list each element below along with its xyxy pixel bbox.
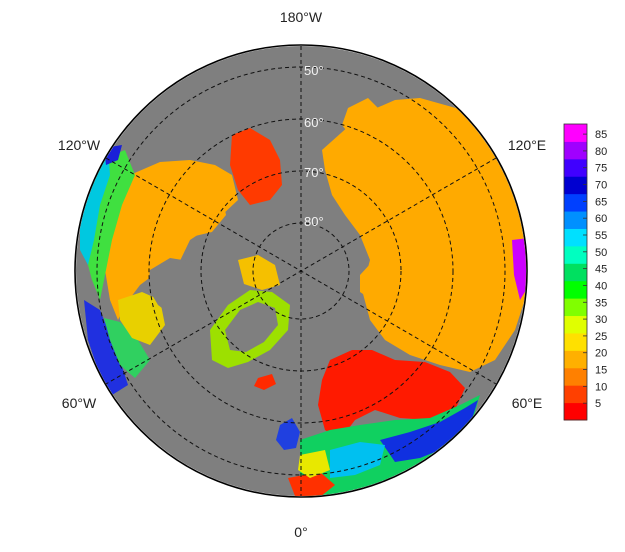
colorbar-tick-label: 65 bbox=[595, 196, 607, 208]
meridian-120e-60w bbox=[105, 157, 497, 385]
land-far-east-edge bbox=[512, 238, 526, 300]
colorbar-tick-label: 55 bbox=[595, 230, 607, 242]
lon-label-lower-right: 60°E bbox=[512, 395, 543, 411]
lat-label-80: 80° bbox=[304, 214, 324, 229]
land-greenland-north bbox=[238, 255, 280, 290]
colorbar-tick-label: 45 bbox=[595, 264, 607, 276]
lat-label-70: 70° bbox=[304, 165, 324, 180]
land-greenland-ice bbox=[225, 302, 278, 352]
colorbar-tick-label: 80 bbox=[595, 146, 607, 158]
colorbar-segment bbox=[564, 298, 587, 317]
land-arctic-islands bbox=[182, 188, 226, 236]
colorbar-tick-label: 5 bbox=[595, 398, 601, 410]
colorbar-segments bbox=[564, 124, 587, 421]
colorbar-segment bbox=[564, 141, 587, 160]
colorbar-frame bbox=[563, 123, 588, 421]
lon-label-bottom: 0° bbox=[294, 524, 307, 540]
colorbar-tick-label: 30 bbox=[595, 314, 607, 326]
colorbar-tick-label: 35 bbox=[595, 297, 607, 309]
lon-label-upper-right: 120°E bbox=[508, 137, 546, 153]
land-na-south-blue bbox=[84, 300, 128, 395]
colorbar-tick-label: 15 bbox=[595, 365, 607, 377]
colorbar-segment bbox=[564, 332, 587, 351]
lat-label-50: 50° bbox=[304, 63, 324, 78]
colorbar-tick-label: 25 bbox=[595, 331, 607, 343]
lon-label-lower-left: 60°W bbox=[62, 395, 97, 411]
map-globe bbox=[76, 46, 526, 496]
land-iberia-france bbox=[288, 472, 335, 496]
colorbar: 85 80 75 70 65 60 55 50 45 40 35 30 25 20 15 10 5 bbox=[563, 123, 607, 421]
colorbar-segment bbox=[564, 280, 587, 299]
colorbar-tick-label: 20 bbox=[595, 348, 607, 360]
lon-label-top: 180°W bbox=[280, 9, 323, 25]
land-europe-yellow bbox=[298, 450, 330, 478]
globe-outline bbox=[74, 44, 528, 498]
colorbar-tick-label: 60 bbox=[595, 213, 607, 225]
colorbar-tick-label: 40 bbox=[595, 280, 607, 292]
colorbar-tick-label: 10 bbox=[595, 381, 607, 393]
colorbar-segment bbox=[564, 176, 587, 195]
land-uk bbox=[276, 418, 300, 450]
colorbar-segment bbox=[564, 315, 587, 334]
land-alaska-east bbox=[230, 128, 282, 205]
colorbar-tick-label: 70 bbox=[595, 180, 607, 192]
lat-label-60: 60° bbox=[304, 115, 324, 130]
land-chukotka bbox=[342, 98, 380, 138]
colorbar-segment bbox=[564, 228, 587, 247]
colorbar-segment bbox=[564, 350, 587, 369]
water-hudson-bay bbox=[148, 258, 205, 318]
colorbar-segment bbox=[564, 124, 587, 142]
colorbar-tick-label: 75 bbox=[595, 163, 607, 175]
lon-label-upper-left: 120°W bbox=[58, 137, 101, 153]
colorbar-segment bbox=[564, 211, 587, 229]
colorbar-tick-label: 85 bbox=[595, 129, 607, 141]
colorbar-segment bbox=[564, 385, 587, 404]
colorbar-segment bbox=[564, 402, 587, 421]
land-iceland bbox=[254, 374, 276, 390]
colorbar-tick-label: 50 bbox=[595, 247, 607, 259]
land-novaya-zemlya bbox=[360, 262, 382, 300]
land-scandinavia-russia bbox=[318, 350, 465, 440]
land-na-south-green bbox=[104, 318, 150, 378]
colorbar-segment bbox=[564, 193, 587, 212]
colorbar-ticks: 85 80 75 70 65 60 55 50 45 40 35 30 25 20 15 10 5 bbox=[583, 129, 607, 410]
colorbar-segment bbox=[564, 245, 587, 264]
graticule bbox=[96, 46, 506, 496]
land-europe-south-cyan bbox=[330, 442, 385, 478]
colorbar-segment bbox=[564, 367, 587, 386]
colorbar-segment bbox=[564, 263, 587, 282]
colorbar-segment bbox=[564, 158, 587, 177]
land-siberia bbox=[322, 98, 526, 372]
